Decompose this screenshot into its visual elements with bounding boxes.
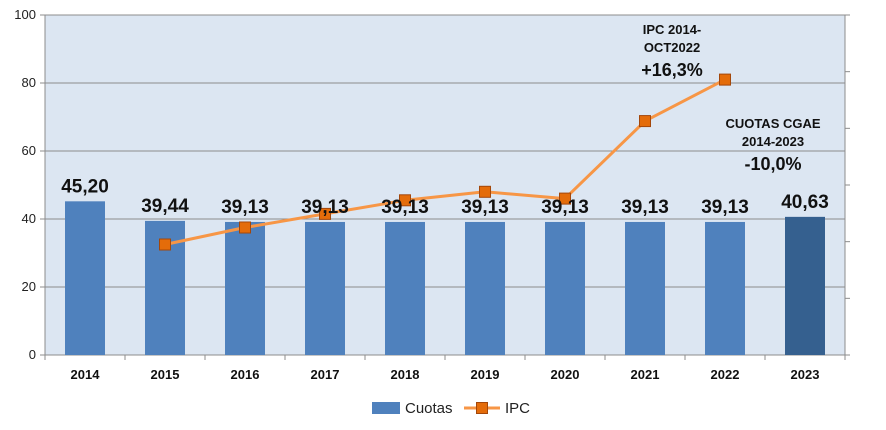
bar-value-label: 39,13 — [221, 197, 269, 218]
bar-value-label: 39,44 — [141, 196, 189, 217]
bar-2016 — [225, 221, 265, 355]
legend-marker-ipc — [476, 402, 488, 414]
bar-value-label: 39,13 — [381, 197, 429, 218]
annotation-text: OCT2022 — [644, 40, 700, 55]
ipc-point-2021 — [639, 115, 651, 128]
bar-value-label: 39,13 — [301, 197, 349, 218]
x-tick-label: 2016 — [231, 367, 260, 382]
x-tick-label: 2020 — [551, 367, 580, 382]
annotation-text: CUOTAS CGAE — [725, 116, 820, 131]
y-tick-label: 80 — [22, 75, 36, 90]
bar-2017 — [305, 221, 345, 355]
y-tick-label: 100 — [14, 7, 36, 22]
ipc-point-2017 — [319, 207, 331, 220]
ipc-point-2020 — [559, 192, 571, 205]
y-tick-label: 0 — [29, 347, 36, 362]
ipc-line — [164, 78, 726, 246]
bar-value-label: 45,20 — [61, 176, 109, 197]
bar-2022 — [705, 221, 745, 355]
annotation-text: IPC 2014- — [643, 22, 702, 37]
bar-value-label: 40,63 — [781, 192, 829, 213]
y-tick-label: 20 — [22, 279, 36, 294]
y-tick-label: 40 — [22, 211, 36, 226]
bar-2021 — [625, 221, 665, 355]
annotation-value: +16,3% — [641, 60, 703, 80]
legend-label-ipc: IPC — [505, 400, 530, 417]
ipc-point-2018 — [399, 194, 411, 207]
x-tick-label: 2019 — [471, 367, 500, 382]
x-tick-label: 2015 — [151, 367, 180, 382]
ipc-point-2015 — [159, 238, 171, 251]
bar-value-label: 39,13 — [541, 197, 589, 218]
ipc-point-2022 — [719, 73, 731, 86]
x-tick-label: 2014 — [71, 367, 101, 382]
bar-2023 — [785, 216, 825, 355]
bar-2014 — [65, 201, 105, 355]
bar-value-label: 39,13 — [461, 197, 509, 218]
annotation-text: 2014-2023 — [742, 134, 804, 149]
annotation-value: -10,0% — [744, 154, 801, 174]
x-tick-label: 2017 — [311, 367, 340, 382]
ipc-point-2019 — [479, 185, 491, 198]
bar-value-label: 39,13 — [701, 197, 749, 218]
legend-label-cuotas: Cuotas — [405, 400, 453, 417]
bar-2018 — [385, 221, 425, 355]
ipc-point-2016 — [239, 221, 251, 234]
x-tick-label: 2023 — [791, 367, 820, 382]
x-tick-label: 2021 — [631, 367, 660, 382]
bar-2019 — [465, 221, 505, 355]
bar-value-label: 39,13 — [621, 197, 669, 218]
bar-2020 — [545, 221, 585, 355]
x-tick-label: 2018 — [391, 367, 420, 382]
y-tick-label: 60 — [22, 143, 36, 158]
x-tick-label: 2022 — [711, 367, 740, 382]
legend-swatch-cuotas — [372, 402, 400, 414]
